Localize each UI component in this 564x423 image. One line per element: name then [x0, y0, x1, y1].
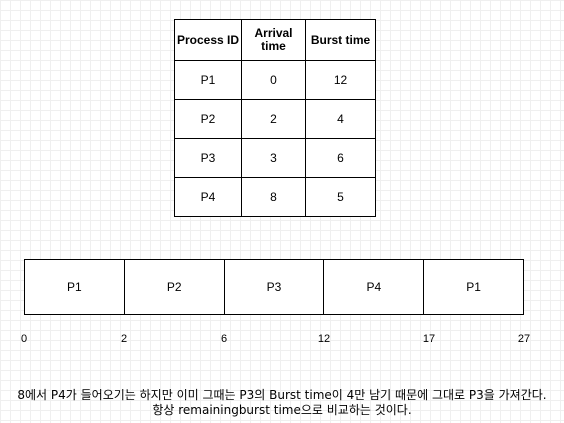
header-burst-time: Burst time [305, 19, 376, 61]
cell-process-id: P4 [174, 177, 242, 217]
timeline-tick-0: 0 [20, 333, 28, 345]
explanation-line-1: 8에서 P4가 들어오기는 하지만 이미 그때는 P3의 Burst time이… [17, 388, 547, 402]
timeline-tick-2: 2 [120, 333, 128, 345]
process-table: Process ID Arrival time Burst time P1 0 1… [174, 19, 376, 217]
header-process-id: Process ID [174, 19, 242, 61]
header-arrival-line1: Arrival [254, 26, 293, 40]
timeline-tick-17: 17 [422, 333, 436, 345]
cell-burst-time: 5 [305, 177, 376, 217]
cell-burst-time: 4 [305, 99, 376, 139]
cell-process-id: P1 [174, 60, 242, 100]
table-row: P1 0 12 [174, 60, 376, 100]
table-row: P4 8 5 [174, 177, 376, 217]
cell-process-id: P3 [174, 138, 242, 178]
cell-burst-time: 12 [305, 60, 376, 100]
cell-arrival-time: 2 [241, 99, 306, 139]
gantt-chart: P1 P2 P3 P4 P1 [24, 259, 524, 315]
cell-arrival-time: 3 [241, 138, 306, 178]
cell-process-id: P2 [174, 99, 242, 139]
header-arrival-line2: time [261, 39, 286, 53]
timeline-tick-27: 27 [517, 333, 531, 345]
cell-arrival-time: 0 [241, 60, 306, 100]
gantt-block-p2: P2 [125, 260, 225, 314]
cell-burst-time: 6 [305, 138, 376, 178]
cell-arrival-time: 8 [241, 177, 306, 217]
table-row: P3 3 6 [174, 138, 376, 178]
table-row: P2 2 4 [174, 99, 376, 139]
gantt-block-p1-second: P1 [466, 280, 481, 294]
gantt-block-p4: P4 [324, 260, 425, 314]
gantt-block-p3: P3 [225, 260, 325, 314]
timeline-tick-6: 6 [220, 333, 228, 345]
table-header-row: Process ID Arrival time Burst time [174, 19, 376, 61]
header-arrival-time: Arrival time [241, 19, 306, 61]
explanation-line-2: 항상 remainingburst time으로 비교하는 것이다. [152, 403, 412, 417]
gantt-block-p1: P1 [25, 260, 125, 314]
timeline-tick-12: 12 [317, 333, 331, 345]
